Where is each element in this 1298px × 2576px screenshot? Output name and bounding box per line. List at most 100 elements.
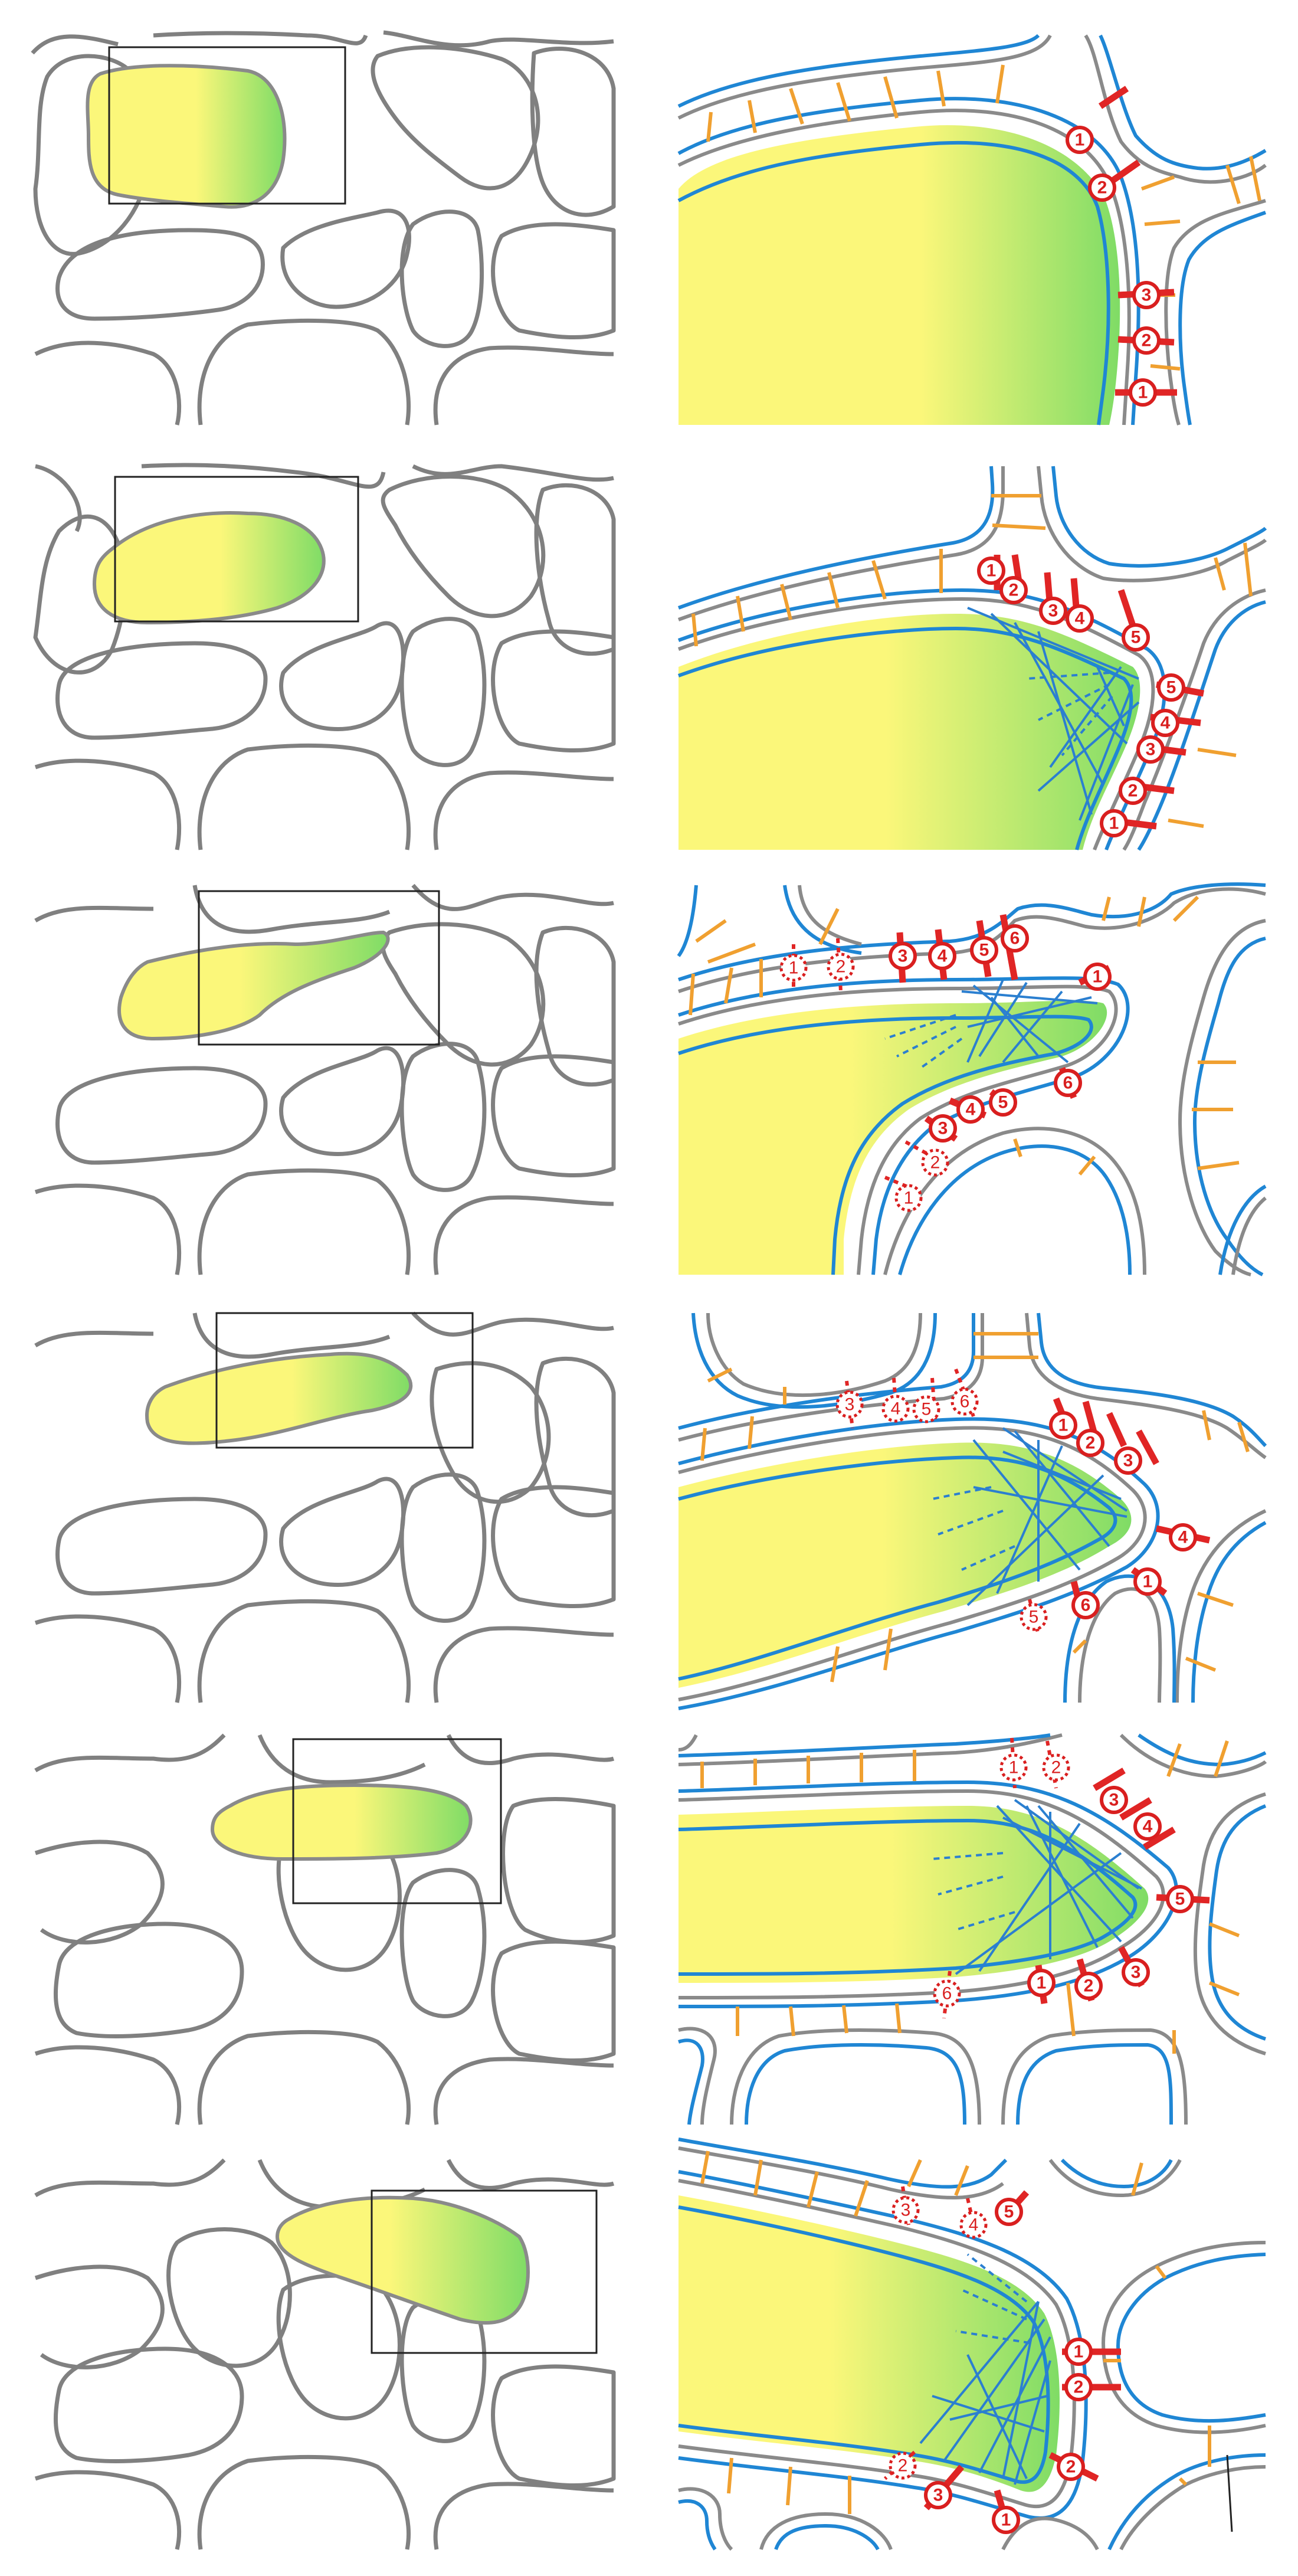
link-badge-r2-2: 3 xyxy=(1039,597,1067,625)
svg-text:6: 6 xyxy=(1010,929,1020,948)
svg-text:2: 2 xyxy=(1066,2457,1076,2477)
svg-text:4: 4 xyxy=(938,947,948,966)
link-badge-r5-3: 1 xyxy=(1027,1969,1056,1997)
orange-links-row-3 xyxy=(689,895,1240,1176)
zoom-detail-4: 3 4 5 6 5 1 2 3 4 1 6 xyxy=(678,1312,1267,1710)
link-badge-r4-4: 1 xyxy=(1133,1567,1162,1596)
svg-text:3: 3 xyxy=(933,2486,943,2505)
link-badge-r2-7: 3 xyxy=(1136,735,1165,764)
link-badge-r3-7: 4 xyxy=(956,1095,985,1124)
svg-text:6: 6 xyxy=(1063,1073,1073,1093)
tissue-overview-1 xyxy=(31,30,616,425)
svg-text:3: 3 xyxy=(1109,1791,1119,1810)
dotted-badge-r5-0: 1 xyxy=(999,1753,1028,1782)
link-badge-r2-6: 4 xyxy=(1151,709,1179,737)
link-badge-r2-1: 2 xyxy=(999,576,1028,604)
svg-text:2: 2 xyxy=(1128,781,1138,801)
svg-text:5: 5 xyxy=(1166,678,1176,698)
zoom-detail-6: 3 4 2 5 1 2 2 3 1 xyxy=(678,2138,1266,2551)
svg-text:1: 1 xyxy=(1143,1572,1153,1592)
svg-text:5: 5 xyxy=(1029,1608,1039,1627)
svg-text:2: 2 xyxy=(1142,331,1152,351)
svg-text:4: 4 xyxy=(1075,609,1085,629)
tissue-overview-5 xyxy=(34,1733,616,2125)
svg-text:2: 2 xyxy=(1051,1758,1061,1778)
link-badge-r3-4: 1 xyxy=(1083,963,1112,991)
panel-row-4: 3 4 5 6 5 1 2 3 4 1 6 xyxy=(34,1311,1267,1710)
svg-text:1: 1 xyxy=(1109,814,1119,833)
svg-text:1: 1 xyxy=(1093,967,1103,987)
link-badge-r2-3: 4 xyxy=(1066,604,1094,633)
panel-row-6: 3 4 2 5 1 2 2 3 1 xyxy=(34,2138,1266,2551)
microtubules-row-2 xyxy=(967,607,1140,821)
link-badge-r6-2: 2 xyxy=(1064,2373,1093,2401)
svg-text:1: 1 xyxy=(1138,383,1148,402)
svg-text:4: 4 xyxy=(1143,1817,1153,1837)
link-badge-r2-5: 5 xyxy=(1157,673,1185,702)
svg-text:1: 1 xyxy=(1075,130,1085,150)
svg-text:6: 6 xyxy=(960,1392,970,1412)
svg-text:3: 3 xyxy=(1146,740,1156,760)
dotted-badge-r3-1: 2 xyxy=(827,953,855,981)
svg-text:6: 6 xyxy=(942,1984,952,2004)
svg-text:3: 3 xyxy=(898,947,908,966)
svg-text:4: 4 xyxy=(969,2215,979,2235)
link-badge-r3-2: 5 xyxy=(970,936,998,964)
link-badge-r4-3: 4 xyxy=(1169,1523,1197,1552)
dotted-badge-r4-1: 4 xyxy=(881,1395,910,1423)
panel-row-2: 1 2 3 4 5 5 4 3 2 1 xyxy=(33,463,1267,851)
svg-text:1: 1 xyxy=(904,1189,914,1208)
link-badge-r5-0: 3 xyxy=(1100,1786,1128,1814)
zoom-detail-5: 1 2 6 3 4 5 1 2 3 xyxy=(678,1733,1267,2125)
svg-text:3: 3 xyxy=(1131,1963,1141,1982)
svg-text:5: 5 xyxy=(1004,2202,1014,2222)
zoom-detail-2: 1 2 3 4 5 5 4 3 2 1 xyxy=(677,466,1267,851)
svg-text:2: 2 xyxy=(898,2456,908,2476)
dotted-badge-r4-3: 6 xyxy=(950,1387,979,1416)
link-badge-r3-1: 4 xyxy=(928,942,956,970)
link-badge-r5-2: 5 xyxy=(1166,1885,1194,1913)
link-badge-r4-0: 1 xyxy=(1049,1411,1077,1439)
link-badge-r6-0: 5 xyxy=(995,2198,1023,2226)
link-badge-r4-1: 2 xyxy=(1076,1429,1104,1457)
link-badge-r1-1: 2 xyxy=(1088,174,1116,202)
svg-text:4: 4 xyxy=(891,1399,901,1419)
link-badge-r3-5: 6 xyxy=(1054,1069,1082,1097)
link-badge-r1-0: 1 xyxy=(1066,126,1094,154)
dotted-badge-r6-2: 2 xyxy=(889,2451,917,2480)
dotted-badge-r5-1: 2 xyxy=(1042,1753,1070,1782)
svg-text:4: 4 xyxy=(1161,713,1171,733)
svg-text:1: 1 xyxy=(789,958,799,978)
dotted-badge-r5-2: 6 xyxy=(933,1979,961,2008)
link-badge-r6-1: 1 xyxy=(1064,2338,1093,2366)
link-badge-r1-4: 1 xyxy=(1129,378,1157,407)
microtubules-row-4 xyxy=(932,1427,1128,1606)
link-badge-r3-6: 5 xyxy=(989,1088,1017,1117)
tissue-overview-2 xyxy=(33,463,616,850)
svg-text:1: 1 xyxy=(1074,2342,1084,2362)
svg-text:6: 6 xyxy=(1081,1596,1091,1615)
svg-text:1: 1 xyxy=(1009,1758,1019,1778)
link-badge-r5-5: 3 xyxy=(1122,1958,1150,1986)
tissue-overview-6 xyxy=(34,2158,616,2550)
link-badge-r5-1: 4 xyxy=(1133,1812,1162,1841)
panel-row-1: 1 2 3 2 1 xyxy=(31,30,1267,425)
link-badge-r3-3: 6 xyxy=(1001,924,1029,953)
microtubules-row-5 xyxy=(932,1799,1142,1975)
svg-text:4: 4 xyxy=(966,1100,976,1120)
svg-text:5: 5 xyxy=(1175,1890,1185,1909)
svg-text:3: 3 xyxy=(901,2201,911,2220)
link-badge-r6-4: 3 xyxy=(924,2481,952,2509)
link-badge-r1-2: 3 xyxy=(1132,281,1161,309)
zoom-detail-3: 1 2 2 1 3 4 5 6 1 6 5 4 3 xyxy=(677,882,1267,1276)
link-badge-r5-4: 2 xyxy=(1074,1972,1103,2000)
svg-text:2: 2 xyxy=(1084,1976,1094,1996)
svg-text:5: 5 xyxy=(998,1093,1008,1112)
tissue-overview-4 xyxy=(34,1311,616,1703)
microtubules-row-3 xyxy=(884,979,1098,1069)
svg-text:3: 3 xyxy=(1048,601,1058,621)
link-badge-r4-5: 6 xyxy=(1071,1591,1100,1619)
microtubules-row-6 xyxy=(919,2253,1051,2485)
svg-text:2: 2 xyxy=(930,1153,940,1173)
